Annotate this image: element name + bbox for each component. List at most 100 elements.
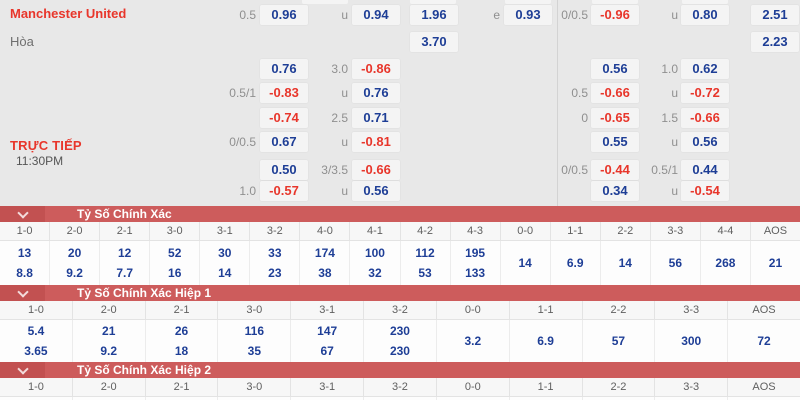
handicap-label: u <box>671 135 678 149</box>
score-odds-value[interactable]: 268 <box>701 241 751 285</box>
score-odds-value[interactable]: 33 23 <box>250 241 301 285</box>
score-values-row: 5.4 3.65 21 9.2 26 18 116 35 147 67 230 230 3.2 6.9 57… <box>0 320 800 362</box>
score-column-header: 4-0 <box>300 222 351 240</box>
score-column-header: 3-1 <box>291 301 365 319</box>
odds-box[interactable]: -0.54 <box>681 181 729 201</box>
live-badge: TRỰC TIẾP <box>10 138 82 153</box>
odds-box[interactable]: 0.56 <box>352 181 400 201</box>
odds-box[interactable]: 0.96 <box>260 5 308 25</box>
odds-box[interactable]: 0.55 <box>591 132 639 152</box>
odds-box[interactable]: 0.50 <box>260 160 308 180</box>
odds-box[interactable]: 0.93 <box>504 5 552 25</box>
score-odds-value[interactable]: 5.4 3.65 <box>0 320 73 362</box>
score-odds-value[interactable]: 147 67 <box>291 320 365 362</box>
section-title: Tỷ Số Chính Xác <box>77 207 172 221</box>
score-odds-value[interactable]: 56 <box>651 241 701 285</box>
score-odds-value[interactable]: 57 <box>583 320 656 362</box>
odds-box[interactable]: -0.96 <box>591 5 639 25</box>
score-odds-value[interactable]: 112 53 <box>401 241 451 285</box>
score-odds-value[interactable]: 21 <box>768 256 783 270</box>
score-odds-value[interactable]: 230 230 <box>364 320 437 362</box>
score-odds-value[interactable]: 195 133 <box>451 241 501 285</box>
odds-box[interactable]: 1.96 <box>410 5 458 25</box>
score-header-row: 1-0 2-0 2-1 3-0 3-1 3-2 4-0 4-1 4-2 4-3 0-0 1-1 2-2 3… <box>0 222 800 241</box>
odds-box[interactable]: 2.51 <box>751 5 799 25</box>
score-odds-value[interactable]: 174 38 <box>300 241 351 285</box>
score-odds-value[interactable]: 52 16 <box>150 241 201 285</box>
score-odds-value[interactable]: 14 <box>501 241 551 285</box>
chevron-down-icon <box>16 285 29 298</box>
score-column-header: 2-1 <box>146 378 219 396</box>
odds-box[interactable]: -0.66 <box>681 108 729 128</box>
score-odds-value <box>218 397 292 400</box>
odds-box[interactable]: 3.70 <box>410 32 458 52</box>
score-column-header: 3-1 <box>291 378 365 396</box>
odds-box[interactable]: -0.83 <box>260 83 308 103</box>
score-odds-value[interactable]: 12 7.7 <box>100 241 151 285</box>
odds-box[interactable]: 0.80 <box>681 5 729 25</box>
odds-box[interactable]: 0.67 <box>260 132 308 152</box>
odds-box[interactable]: -0.65 <box>591 108 639 128</box>
score-values-row: 13 8.8 20 9.2 12 7.7 52 16 30 14 33 23 174 38 100 32 112… <box>0 241 800 285</box>
score-column-header: 4-1 <box>350 222 401 240</box>
match-odds-panel: Manchester United Hòa TRỰC TIẾP 11:30PM … <box>0 0 800 206</box>
odds-box[interactable]: -0.66 <box>352 160 400 180</box>
score-odds-value[interactable]: 300 <box>655 320 729 362</box>
score-column-header: 0-0 <box>437 301 510 319</box>
home-team-name[interactable]: Manchester United <box>10 6 127 21</box>
handicap-label: u <box>341 86 348 100</box>
score-column-header: 1-0 <box>0 222 51 240</box>
collapse-chevron-icon[interactable] <box>0 206 45 222</box>
odds-box[interactable]: 0.62 <box>681 59 729 79</box>
score-column-header: 2-2 <box>583 301 656 319</box>
cutoff-box-fragment <box>410 0 456 4</box>
score-column-header: 3-0 <box>218 378 292 396</box>
cutoff-box-fragment <box>682 0 728 4</box>
score-odds-value[interactable]: 3.2 <box>437 320 510 362</box>
odds-box[interactable]: 0.34 <box>591 181 639 201</box>
score-odds-value[interactable]: 30 14 <box>200 241 251 285</box>
odds-box[interactable]: -0.72 <box>681 83 729 103</box>
odds-box[interactable]: 0.56 <box>681 132 729 152</box>
section-header[interactable]: Tỷ Số Chính Xác Hiệp 1 <box>0 285 800 301</box>
odds-box[interactable]: -0.66 <box>591 83 639 103</box>
section-header[interactable]: Tỷ Số Chính Xác <box>0 206 800 222</box>
score-column-header: 2-1 <box>100 222 151 240</box>
score-column-header: 4-3 <box>451 222 501 240</box>
score-odds-value[interactable]: 13 8.8 <box>0 241 51 285</box>
odds-box[interactable]: 2.23 <box>751 32 799 52</box>
odds-box[interactable]: 0.56 <box>591 59 639 79</box>
handicap-label: 1.0 <box>661 62 678 76</box>
collapse-chevron-icon[interactable] <box>0 285 45 301</box>
odds-box[interactable]: -0.57 <box>260 181 308 201</box>
odds-box[interactable]: -0.81 <box>352 132 400 152</box>
odds-box[interactable]: 0.71 <box>352 108 400 128</box>
odds-box[interactable]: 0.44 <box>681 160 729 180</box>
odds-box[interactable]: -0.74 <box>260 108 308 128</box>
score-odds-value[interactable]: 6.9 <box>510 320 583 362</box>
score-odds-value[interactable]: 6.9 <box>551 241 601 285</box>
section-header[interactable]: Tỷ Số Chính Xác Hiệp 2 <box>0 362 800 378</box>
odds-box[interactable]: 0.76 <box>352 83 400 103</box>
collapse-chevron-icon[interactable] <box>0 362 45 378</box>
odds-box[interactable]: -0.44 <box>591 160 639 180</box>
cutoff-box-fragment <box>505 0 551 4</box>
odds-box[interactable]: 0.76 <box>260 59 308 79</box>
score-odds-value[interactable]: 20 9.2 <box>50 241 101 285</box>
score-column-header: 2-2 <box>583 378 656 396</box>
odds-box[interactable]: -0.86 <box>352 59 400 79</box>
score-odds-value[interactable]: 14 <box>601 241 651 285</box>
draw-row-label: Hòa <box>10 34 34 49</box>
score-odds-value[interactable]: 26 18 <box>146 320 219 362</box>
score-odds-value[interactable]: 116 35 <box>218 320 292 362</box>
score-odds-value[interactable]: 72 <box>757 334 771 348</box>
odds-box[interactable]: 0.94 <box>352 5 400 25</box>
score-column-header: 3-2 <box>364 301 437 319</box>
score-column-header: 3-0 <box>150 222 201 240</box>
score-column-header: 3-0 <box>218 301 292 319</box>
score-odds-value[interactable]: 100 32 <box>350 241 401 285</box>
score-odds-value[interactable]: 21 9.2 <box>73 320 146 362</box>
score-column-header: AOS <box>763 225 788 237</box>
handicap-label: 1.5 <box>661 111 678 125</box>
score-column-header: 2-0 <box>50 222 101 240</box>
